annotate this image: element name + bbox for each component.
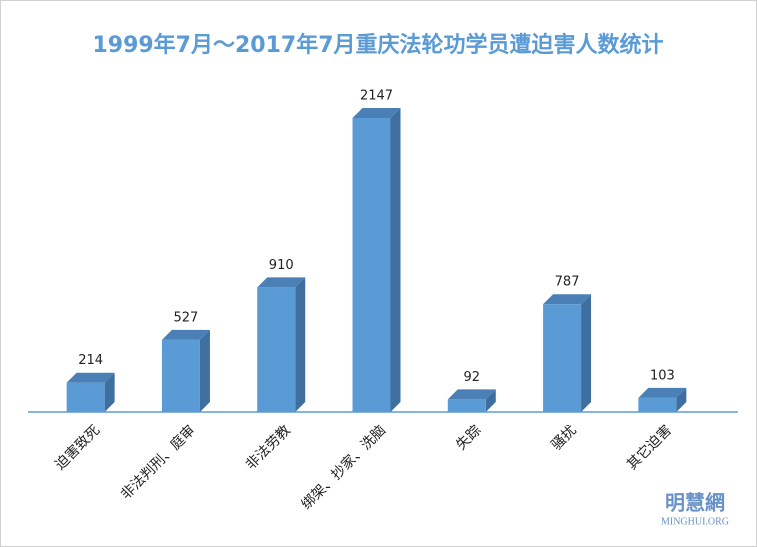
bar xyxy=(543,294,592,412)
chart-title: 1999年7月～2017年7月重庆法轮功学员遭迫害人数统计 xyxy=(92,32,663,58)
bar xyxy=(257,277,306,412)
value-label: 214 xyxy=(78,353,103,368)
bar xyxy=(447,389,496,412)
value-label: 103 xyxy=(650,368,675,383)
value-label: 92 xyxy=(464,370,481,385)
bar xyxy=(161,329,210,412)
watermark-sub: MINGHUI.ORG xyxy=(661,516,729,527)
bar xyxy=(66,372,115,412)
value-label: 910 xyxy=(269,258,294,273)
value-label: 527 xyxy=(174,310,199,325)
value-label: 787 xyxy=(555,275,580,290)
bar xyxy=(638,387,687,412)
bar xyxy=(352,108,401,412)
value-label: 2147 xyxy=(360,89,393,104)
watermark: 明慧網 xyxy=(665,491,725,515)
